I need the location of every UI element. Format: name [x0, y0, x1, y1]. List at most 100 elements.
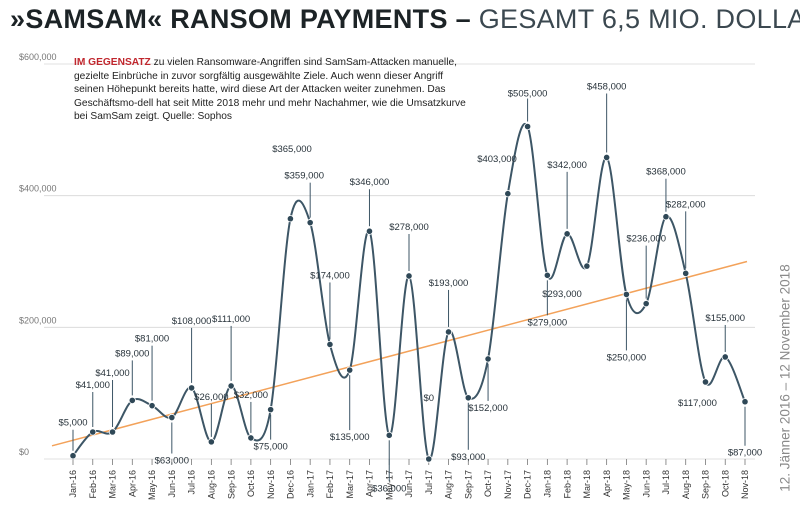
data-label: $236,000 [626, 234, 666, 245]
data-point [583, 262, 591, 270]
x-tick-label: Jul-17 [424, 470, 434, 495]
data-point [622, 290, 631, 299]
data-label: $81,000 [135, 334, 169, 345]
x-tick-label: Nov-17 [503, 470, 513, 499]
data-point [543, 271, 551, 279]
data-point [721, 353, 729, 361]
data-point [563, 230, 571, 238]
data-label: $152,000 [468, 403, 508, 414]
x-tick-label: Dec-17 [523, 470, 533, 499]
x-tick-label: Mar-16 [108, 470, 118, 499]
data-point [306, 219, 314, 227]
data-point [89, 428, 97, 436]
data-point [346, 366, 354, 374]
x-tick-label: May-16 [147, 470, 157, 500]
x-tick-label: Feb-18 [562, 470, 572, 499]
data-point [603, 153, 611, 162]
data-point [207, 438, 215, 446]
data-point [682, 269, 690, 277]
data-label: $174,000 [310, 270, 350, 281]
data-label: $32,000 [234, 390, 268, 401]
x-tick-label: Jul-18 [661, 470, 671, 495]
data-label: $193,000 [429, 278, 469, 289]
x-tick-label: Aug-18 [681, 470, 691, 499]
data-point [187, 384, 196, 392]
data-point [286, 215, 295, 223]
x-tick-label: Apr-16 [127, 470, 137, 497]
chart-title-light: GESAMT 6,5 MIO. DOLLAR [478, 4, 800, 34]
data-label: $26,000 [194, 392, 228, 403]
data-label: $403,000 [477, 154, 517, 165]
data-label: $359,000 [284, 171, 324, 182]
data-point [128, 396, 136, 405]
data-label: $117,000 [678, 398, 717, 409]
data-point [227, 382, 235, 390]
data-point [662, 213, 670, 221]
x-tick-label: Jan-16 [68, 470, 78, 498]
data-point [701, 378, 710, 386]
data-point [642, 300, 650, 308]
data-point [385, 431, 393, 439]
x-tick-label: Sep-16 [226, 470, 236, 499]
x-tick-label: Oct-16 [246, 470, 256, 497]
x-tick-label: Jun-18 [641, 470, 651, 498]
x-tick-label: Apr-18 [602, 470, 612, 497]
data-label: $87,000 [728, 448, 762, 459]
x-tick-label: Oct-17 [483, 470, 493, 497]
data-label: $365,000 [272, 144, 312, 155]
data-label: $135,000 [330, 432, 370, 443]
data-label: $0 [423, 393, 434, 404]
x-tick-label: Sep-18 [701, 470, 711, 499]
data-point [148, 402, 156, 410]
x-tick-label: Nov-18 [740, 470, 750, 499]
description-lead: IM GEGENSATZ [74, 57, 151, 68]
data-label: $75,000 [253, 442, 287, 453]
data-point [108, 428, 117, 436]
data-point [504, 190, 512, 198]
x-tick-label: Mar-17 [345, 470, 355, 499]
x-tick-label: Sep-17 [463, 470, 473, 499]
x-tick-label: Feb-16 [88, 470, 98, 499]
x-tick-label: Jun-16 [167, 470, 177, 498]
x-tick-label: Aug-16 [207, 470, 217, 499]
data-label: $41,000 [95, 368, 129, 379]
data-point [484, 355, 492, 363]
chart-description: IM GEGENSATZ zu vielen Ransomware-Angrif… [74, 56, 466, 124]
data-point [425, 455, 433, 463]
data-point [523, 122, 532, 131]
data-label: $458,000 [587, 81, 627, 92]
x-tick-label: Oct-18 [720, 470, 730, 497]
data-label: $111,000 [212, 314, 250, 325]
data-label: $505,000 [508, 89, 548, 100]
data-label: $5,000 [58, 418, 87, 429]
data-label: $279,000 [528, 317, 568, 328]
x-tick-label: Dec-16 [286, 470, 296, 499]
x-tick-label: Jan-17 [305, 470, 315, 498]
data-label: $41,000 [76, 380, 110, 391]
x-tick-label: Mar-18 [582, 470, 592, 499]
data-label: $93,000 [451, 452, 485, 463]
data-point [267, 406, 275, 414]
chart-title: »SAMSAM« RANSOM PAYMENTS – GESAMT 6,5 MI… [10, 4, 800, 35]
data-label: $282,000 [666, 199, 706, 210]
data-point [69, 452, 77, 460]
data-label: $89,000 [115, 348, 149, 359]
description-text: zu vielen Ransomware-Angriffen sind SamS… [74, 57, 466, 123]
data-label: $368,000 [646, 167, 686, 178]
data-label: $108,000 [172, 316, 212, 327]
x-tick-label: Aug-17 [444, 470, 454, 499]
data-label: $63,000 [155, 456, 189, 467]
y-tick-label: $600,000 [19, 52, 57, 62]
x-tick-label: Nov-16 [266, 470, 276, 499]
data-point [405, 272, 413, 280]
x-tick-label: May-18 [622, 470, 632, 500]
data-point [326, 340, 334, 349]
data-label: $36,000 [372, 483, 406, 494]
y-tick-label: $0 [19, 447, 29, 457]
data-label: $250,000 [607, 352, 647, 363]
data-point [168, 413, 176, 422]
data-label: $278,000 [389, 222, 429, 233]
data-label: $155,000 [705, 313, 745, 324]
series-line [72, 123, 746, 461]
